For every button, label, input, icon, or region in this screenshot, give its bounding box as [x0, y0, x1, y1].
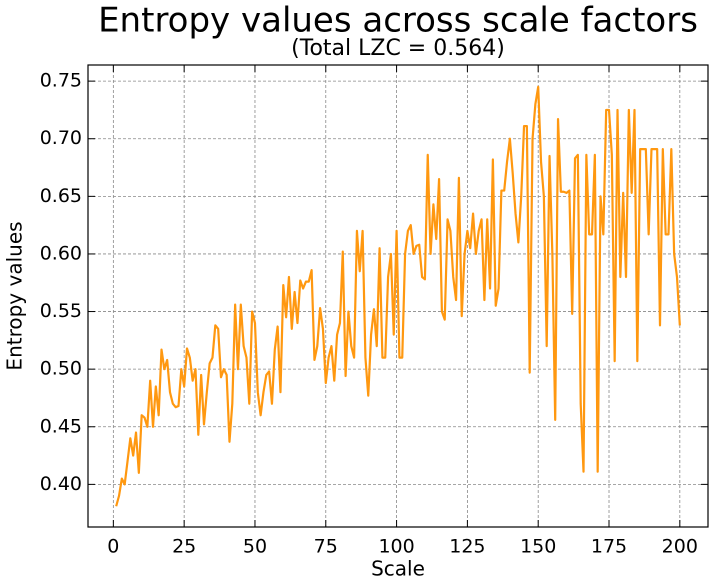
y-axis-label: Entropy values	[3, 221, 27, 370]
x-tick-label: 100	[378, 536, 414, 558]
y-tick-label: 0.40	[40, 473, 82, 495]
data-line	[115, 85, 681, 507]
y-tick-label: 0.60	[40, 242, 82, 264]
y-tick-label: 0.70	[40, 127, 82, 149]
chart-title: Entropy values across scale factors	[98, 1, 698, 41]
y-tick-label: 0.65	[40, 185, 82, 207]
y-tick-label: 0.55	[40, 300, 82, 322]
x-tick-label: 150	[520, 536, 556, 558]
chart-subtitle: (Total LZC = 0.564)	[291, 36, 505, 61]
x-tick-label: 75	[314, 536, 338, 558]
plot-frame	[87, 64, 709, 528]
x-tick-label: 25	[172, 536, 196, 558]
x-tick-label: 125	[449, 536, 485, 558]
x-tick-label: 50	[243, 536, 267, 558]
x-axis-label: Scale	[371, 557, 425, 581]
x-tick-label: 0	[107, 536, 119, 558]
y-tick-label: 0.45	[40, 415, 82, 437]
x-tick-label: 175	[591, 536, 627, 558]
x-tick-label: 200	[662, 536, 698, 558]
y-tick-label: 0.50	[40, 358, 82, 380]
y-tick-label: 0.75	[40, 70, 82, 92]
